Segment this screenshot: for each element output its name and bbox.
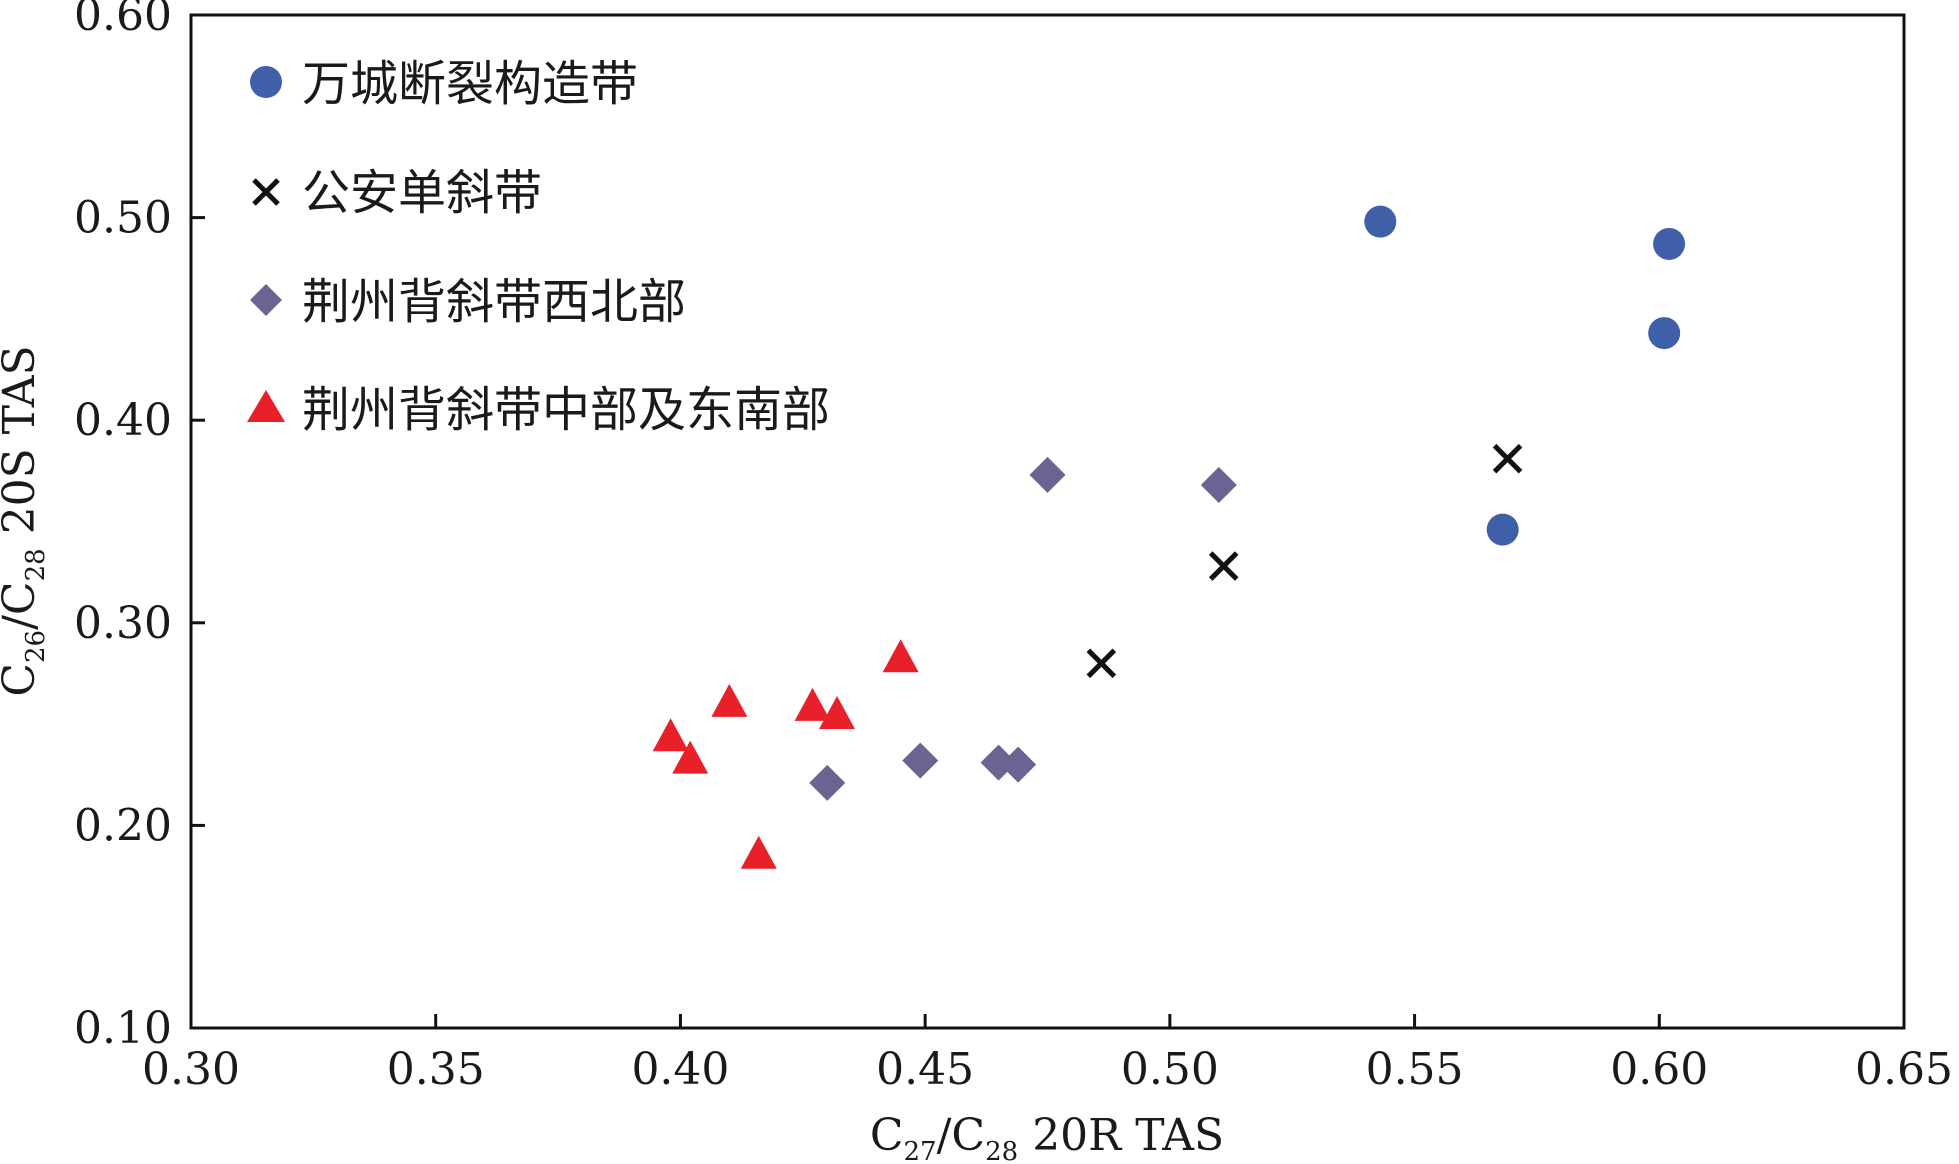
- legend-label: 公安单斜带: [302, 165, 542, 221]
- plot-frame: [189, 13, 1906, 1030]
- point-circle: [1653, 227, 1686, 260]
- point-x: [1492, 443, 1523, 474]
- point-triangle: [794, 687, 831, 721]
- x-tick-label: 0.35: [387, 1044, 485, 1095]
- x-tick-label: 0.60: [1610, 1044, 1708, 1095]
- y-tick-label: 0.10: [74, 1003, 172, 1054]
- y-tick-label: 0.60: [74, 0, 172, 41]
- legend-triangle-marker: [247, 390, 285, 422]
- legend-label: 荆州背斜带中部及东南部: [302, 382, 830, 438]
- legend: 万城断裂构造带 公安单斜带 荆州背斜带西北部 荆州背斜带中部及东南部: [247, 56, 830, 438]
- point-diamond: [1200, 467, 1237, 504]
- point-circle: [1648, 317, 1681, 350]
- x-tick-label: 0.65: [1855, 1044, 1953, 1095]
- point-diamond: [809, 764, 846, 801]
- x-tick-label: 0.40: [631, 1044, 729, 1095]
- legend-item-gongan: 公安单斜带: [252, 165, 542, 221]
- y-tick-labels: 0.10 0.20 0.30 0.40 0.50 0.60: [74, 0, 172, 1054]
- point-x: [1086, 648, 1117, 679]
- y-tick-label: 0.50: [74, 193, 172, 244]
- x-tick-label: 0.45: [876, 1044, 974, 1095]
- x-tick-labels: 0.30 0.35 0.40 0.45 0.50 0.55 0.60 0.65: [142, 1044, 1953, 1095]
- y-axis-title: C26/C28 20S TAS: [0, 345, 51, 696]
- point-triangle: [819, 695, 856, 729]
- point-x: [1208, 551, 1239, 581]
- point-diamond: [1029, 456, 1066, 493]
- y-tick-label: 0.40: [74, 395, 172, 446]
- legend-item-wancheng: 万城断裂构造带: [250, 56, 638, 112]
- point-triangle: [652, 718, 689, 752]
- x-tick-label: 0.55: [1366, 1044, 1464, 1095]
- point-diamond: [902, 742, 939, 779]
- x-axis-title: C27/C28 20R TAS: [870, 1110, 1224, 1164]
- point-triangle: [882, 639, 919, 673]
- data-points: [652, 205, 1686, 869]
- axis-ticks: [189, 13, 1906, 1030]
- point-circle: [1364, 205, 1397, 238]
- point-triangle: [740, 835, 777, 869]
- legend-label: 万城断裂构造带: [302, 56, 638, 112]
- legend-x-marker: [252, 178, 280, 206]
- legend-label: 荆州背斜带西北部: [302, 274, 686, 330]
- x-tick-label: 0.30: [142, 1044, 240, 1095]
- y-tick-label: 0.30: [74, 598, 172, 649]
- point-triangle: [672, 740, 709, 774]
- legend-diamond-marker: [250, 284, 282, 316]
- legend-circle-marker: [250, 66, 282, 98]
- legend-item-jingzhou-central-southeast: 荆州背斜带中部及东南部: [247, 382, 830, 438]
- point-diamond: [1000, 746, 1037, 783]
- point-circle: [1486, 513, 1519, 546]
- x-tick-label: 0.50: [1121, 1044, 1219, 1095]
- point-triangle: [711, 683, 748, 717]
- legend-item-jingzhou-northwest: 荆州背斜带西北部: [250, 274, 686, 330]
- y-tick-label: 0.20: [74, 800, 172, 851]
